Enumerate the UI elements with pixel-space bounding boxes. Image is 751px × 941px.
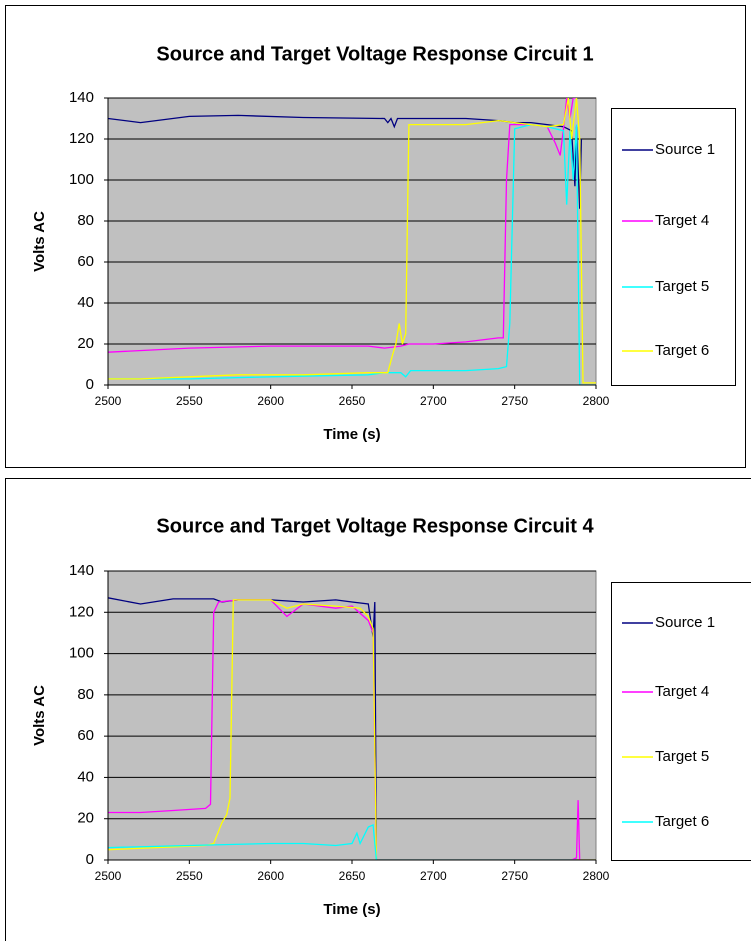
plot-area [107,97,597,386]
series-line [108,823,577,860]
y-tick-label: 100 [69,171,94,188]
x-tick-label: 2500 [95,394,122,408]
legend-label: Target 6 [655,813,709,830]
x-tick-label: 2650 [339,394,366,408]
y-tick-label: 80 [77,212,94,229]
series-line [108,599,581,860]
series-line [108,599,596,860]
y-tick-label: 40 [77,768,94,785]
x-tick-label: 2750 [501,394,528,408]
y-tick-label: 140 [69,562,94,579]
y-tick-label: 80 [77,686,94,703]
plot-area [107,570,597,861]
x-tick-label: 2550 [176,869,203,883]
chart-title: Source and Target Voltage Response Circu… [156,43,593,65]
series-line [108,597,596,860]
series-line [108,114,583,209]
x-axis-label: Time (s) [323,426,380,443]
x-tick-label: 2700 [420,394,447,408]
x-tick-label: 2650 [339,869,366,883]
x-tick-label: 2800 [583,869,610,883]
legend-label: Source 1 [655,141,715,158]
legend-label: Target 4 [655,212,709,229]
y-tick-label: 120 [69,603,94,620]
y-axis-label: Volts AC [31,211,48,272]
x-axis-label: Time (s) [323,901,380,918]
y-tick-label: 0 [86,851,94,868]
legend-box [611,582,751,861]
y-tick-label: 20 [77,335,94,352]
legend-label: Target 5 [655,278,709,295]
x-tick-label: 2600 [257,394,284,408]
legend-label: Target 5 [655,748,709,765]
x-tick-label: 2750 [501,869,528,883]
x-tick-label: 2700 [420,869,447,883]
y-tick-label: 120 [69,130,94,147]
y-tick-label: 20 [77,810,94,827]
chart-title: Source and Target Voltage Response Circu… [156,515,594,537]
x-tick-label: 2600 [257,869,284,883]
series-line [108,98,596,384]
legend-label: Target 6 [655,342,709,359]
y-axis-label: Volts AC [31,685,48,746]
y-tick-label: 60 [77,727,94,744]
legend-box [611,108,736,386]
x-tick-label: 2800 [583,394,610,408]
legend-label: Target 4 [655,683,709,700]
y-tick-label: 140 [69,89,94,106]
y-tick-label: 60 [77,253,94,270]
legend-label: Source 1 [655,614,715,631]
y-tick-label: 0 [86,376,94,393]
x-tick-label: 2500 [95,869,122,883]
y-tick-label: 40 [77,294,94,311]
series-line [108,123,596,385]
x-tick-label: 2550 [176,394,203,408]
y-tick-label: 100 [69,645,94,662]
